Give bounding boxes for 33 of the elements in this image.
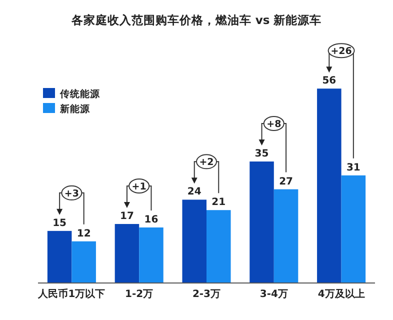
data-label: 16 [144, 214, 158, 226]
data-label: 21 [212, 197, 226, 208]
data-label: 35 [254, 148, 269, 160]
annotation: +2 [199, 157, 214, 168]
bar [114, 224, 140, 283]
bar [206, 210, 231, 283]
bar [317, 88, 342, 283]
data-label: 15 [52, 218, 67, 229]
legend-label: 传统能源 [59, 88, 101, 100]
bar [250, 162, 274, 283]
data-label: 12 [76, 228, 91, 240]
bar [139, 227, 164, 283]
annotation: +1 [132, 181, 146, 192]
data-label: 24 [187, 186, 202, 198]
annotation: +8 [266, 119, 282, 130]
x-tick-label: 2-3万 [192, 289, 221, 300]
legend-label: 新能源 [59, 103, 91, 115]
bar [341, 175, 366, 283]
x-tick-label: 人民币1万以下 [37, 288, 106, 300]
data-label: 31 [346, 162, 360, 174]
bar [72, 241, 96, 283]
data-label: 17 [120, 210, 134, 222]
x-tick-label: 1-2万 [125, 289, 154, 300]
x-tick-label: 3-4万 [260, 289, 288, 300]
bar [47, 230, 72, 283]
chart-title: 各家庭收入范围购车价格，燃油车 vs 新能源车 [70, 13, 322, 27]
bar [274, 189, 298, 283]
data-label: 27 [279, 176, 294, 188]
x-tick-label: 4万及以上 [318, 288, 365, 300]
annotation: +3 [64, 188, 79, 200]
text: +26 [330, 46, 352, 58]
bar [182, 200, 206, 283]
data-label: 56 [322, 76, 336, 87]
